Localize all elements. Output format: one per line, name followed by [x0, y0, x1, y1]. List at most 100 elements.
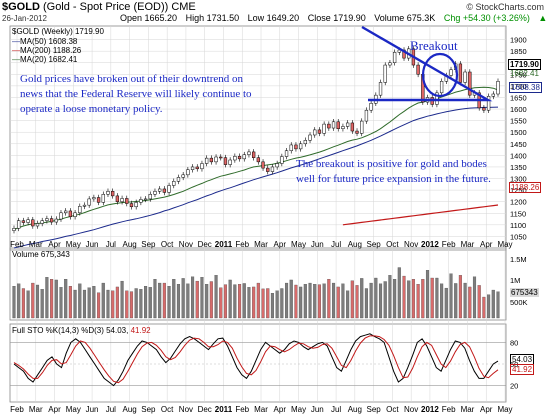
- sto-x-label: May: [497, 405, 512, 414]
- volume-bar: [388, 275, 392, 319]
- legend-ma200-text: MA(200) 1188.26: [20, 46, 82, 55]
- last-price-label: 1719.90: [508, 59, 541, 70]
- volume-bar: [200, 277, 204, 319]
- volume-bar: [238, 284, 242, 319]
- candle-body: [392, 52, 397, 63]
- volume-bar: [421, 279, 425, 319]
- volume-last-label: 675343: [510, 288, 539, 297]
- price-tick-label: 1850: [510, 47, 527, 56]
- price-x-label: Oct: [386, 240, 399, 249]
- price-x-label: Apr: [48, 240, 61, 249]
- candle-body: [317, 129, 322, 134]
- price-x-label: Aug: [122, 240, 136, 249]
- price-x-label: Jul: [331, 240, 341, 249]
- candle-body: [491, 93, 495, 97]
- chart-subtitle: (Gold - Spot Price (EOD)) CME: [42, 1, 196, 13]
- price-tick-label: 1300: [510, 175, 527, 184]
- price-x-label: Oct: [161, 240, 174, 249]
- volume-bar: [289, 279, 293, 319]
- volume-bar: [341, 283, 345, 319]
- candle-body: [73, 212, 77, 217]
- price-tick-label: 1500: [510, 128, 527, 137]
- candle-body: [181, 174, 185, 178]
- volume-bar: [73, 289, 77, 319]
- candle-body: [322, 123, 326, 134]
- candle-body: [327, 123, 331, 129]
- volume-bar: [435, 277, 439, 319]
- sto-x-label: May: [291, 405, 306, 414]
- volume-bar: [50, 279, 54, 319]
- price-x-label: Nov: [404, 240, 418, 249]
- legend-ma200: —MA(200) 1188.26: [12, 46, 82, 55]
- sto-tick-label: 20: [510, 382, 518, 391]
- volume-bar: [402, 275, 406, 319]
- price-x-label: May: [497, 240, 512, 249]
- candle-body: [303, 140, 307, 145]
- candle-body: [125, 198, 129, 204]
- legend-sto-k: 54.03: [106, 326, 127, 335]
- price-tick-label: 1350: [510, 163, 527, 172]
- candle-body: [242, 154, 246, 160]
- volume-bar: [247, 287, 251, 319]
- price-tick-label: 1150: [510, 209, 526, 218]
- sto-x-label: May: [66, 405, 81, 414]
- sto-x-label: Oct: [386, 405, 399, 414]
- volume-bar: [275, 290, 279, 319]
- candle-body: [439, 81, 444, 94]
- sto-x-label: Sep: [366, 405, 381, 414]
- candle-body: [167, 185, 171, 193]
- volume-bars: [12, 267, 500, 319]
- candle-body: [233, 156, 237, 161]
- high-value: High 1731.50: [185, 13, 240, 23]
- sto-x-label: 2011: [215, 405, 233, 414]
- volume-bar: [219, 287, 223, 319]
- sto-x-label: Mar: [29, 405, 43, 414]
- candle-body: [209, 157, 214, 163]
- volume-bar: [449, 273, 453, 319]
- volume-bar: [378, 283, 383, 319]
- candle-body: [158, 188, 162, 192]
- candle-body: [298, 143, 303, 150]
- price-x-label: Jun: [311, 240, 324, 249]
- legend-sto-d: 41.92: [130, 326, 151, 335]
- volume-bar: [284, 282, 289, 319]
- sto-x-label: Oct: [161, 405, 174, 414]
- candle-body: [468, 71, 472, 96]
- ma20-line: [13, 86, 499, 230]
- candle-body: [341, 126, 345, 129]
- gridlines: [10, 26, 506, 402]
- price-x-label: Mar: [29, 240, 43, 249]
- candle-body: [205, 157, 209, 164]
- candle-body: [21, 220, 26, 223]
- volume-bar: [17, 283, 21, 319]
- volume-bar: [26, 290, 30, 319]
- volume-bar: [299, 286, 303, 319]
- volume-bar: [242, 283, 246, 319]
- volume-bar: [468, 286, 472, 319]
- volume-bar: [139, 289, 143, 319]
- candle-body: [458, 63, 463, 83]
- candle-body: [383, 64, 387, 83]
- price-x-label: Feb: [10, 240, 24, 249]
- candle-body: [172, 181, 176, 186]
- price-x-label: Sep: [141, 240, 156, 249]
- sto-x-label: Apr: [480, 405, 493, 414]
- candle-body: [148, 194, 152, 200]
- volume-bar: [261, 288, 265, 319]
- legend-ma50-text: MA(50) 1608.38: [20, 37, 78, 46]
- price-tick-label: 1200: [510, 198, 527, 207]
- price-tick-label: 1900: [510, 36, 527, 45]
- volume-bar: [59, 287, 63, 319]
- sto-x-label: Mar: [254, 405, 268, 414]
- candle-body: [12, 228, 16, 231]
- volume-bar: [214, 275, 218, 319]
- candle-body: [369, 103, 373, 111]
- volume-bar: [54, 279, 58, 319]
- volume-bar: [45, 277, 49, 319]
- candle-body: [120, 198, 124, 202]
- volume-bar: [393, 279, 397, 319]
- price-tick-label: 1650: [510, 93, 527, 102]
- price-tick-label: 1450: [510, 140, 527, 149]
- volume-bar: [346, 290, 350, 319]
